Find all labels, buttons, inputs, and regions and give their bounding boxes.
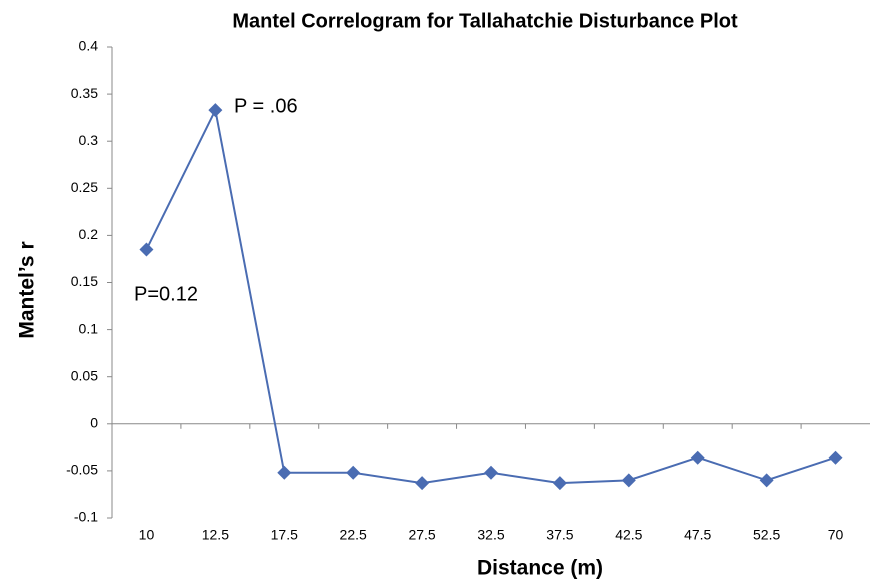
y-tick-label: 0.05 [71,367,98,383]
y-tick-label: 0.15 [71,273,98,289]
data-point [690,450,705,465]
y-tick-label: -0.05 [66,462,98,478]
chart-title: Mantel Correlogram for Tallahatchie Dist… [232,10,738,32]
x-tick-label: 17.5 [271,527,298,543]
y-tick-label: 0.35 [71,85,98,101]
annotation: P=0.12 [134,283,198,305]
x-tick-label: 27.5 [408,527,435,543]
data-point [139,242,154,257]
data-point [552,476,567,491]
y-tick-label: 0.4 [79,38,99,54]
data-point [759,473,774,488]
y-tick-label: 0.3 [79,132,99,148]
x-tick-label: 12.5 [202,527,229,543]
x-tick-label: 32.5 [477,527,504,543]
data-point [208,103,223,118]
data-point [484,465,498,480]
x-tick-label: 37.5 [546,527,573,543]
x-tick-label: 70 [828,527,844,543]
x-axis-title: Distance (m) [477,557,603,580]
annotation: P = .06 [234,95,298,117]
y-tick-label: 0.25 [71,179,98,195]
data-point [621,473,636,488]
data-point [277,465,292,480]
data-point [828,450,843,465]
x-tick-label: 52.5 [753,527,780,543]
y-tick-label: 0.1 [79,320,99,336]
y-axis-title: Mantel’s r [16,241,39,338]
y-tick-label: 0 [90,415,98,431]
x-tick-label: 42.5 [615,527,642,543]
x-tick-label: 10 [139,527,155,543]
y-tick-label: -0.1 [74,509,98,525]
data-point [346,465,361,480]
x-tick-label: 22.5 [340,527,367,543]
y-tick-label: 0.2 [79,226,99,242]
x-tick-label: 47.5 [684,527,711,543]
data-point [415,476,430,491]
